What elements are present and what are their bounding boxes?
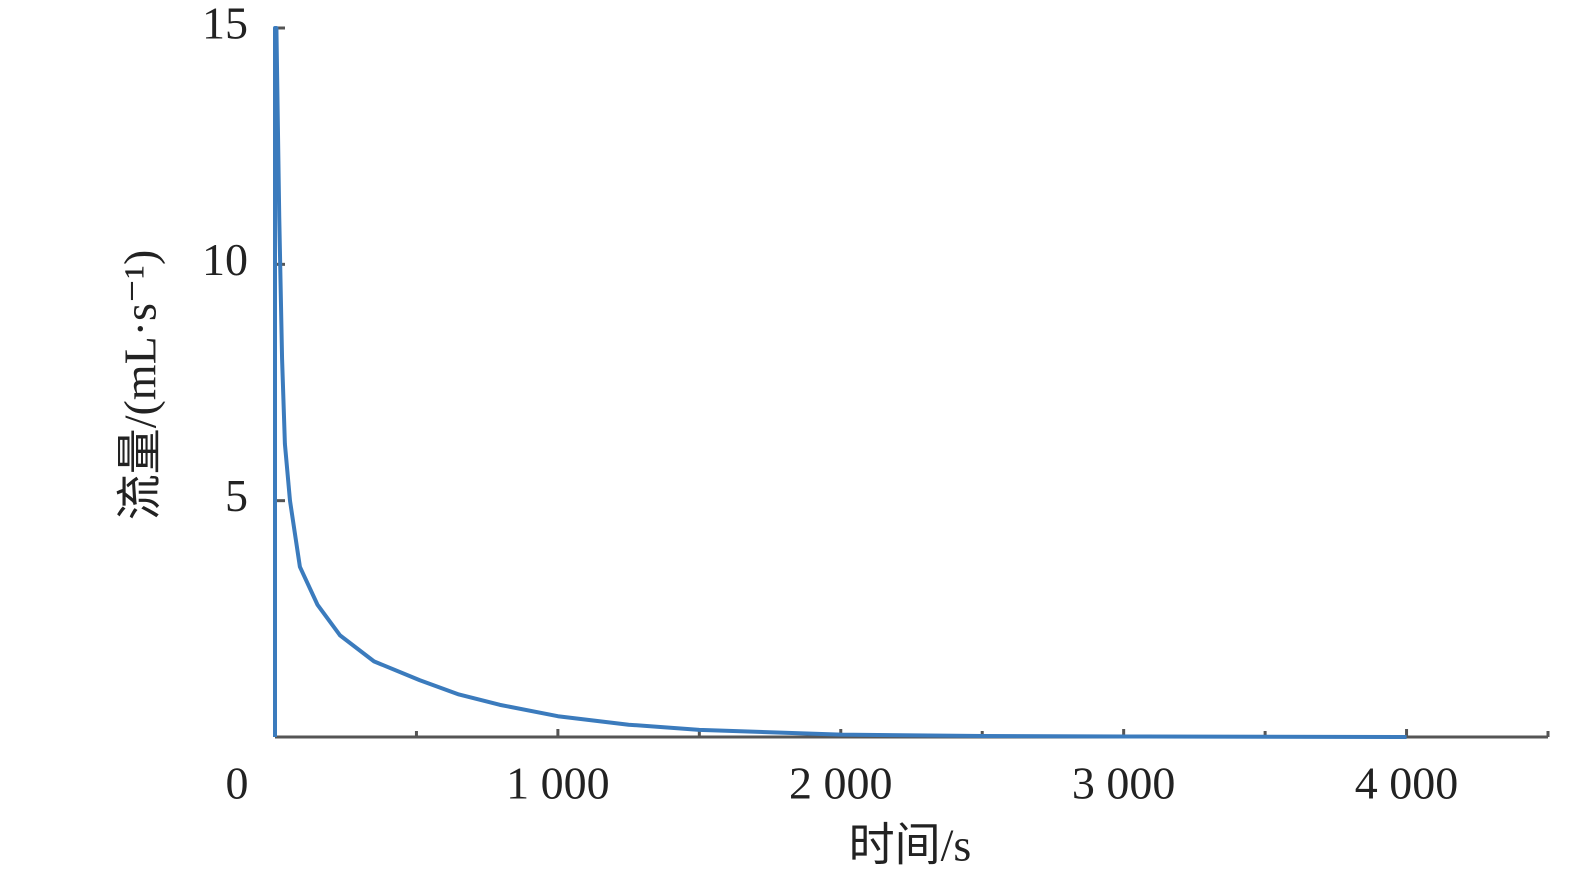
x-tick-label: 1 000 xyxy=(506,758,610,809)
x-axis-label: 时间/s xyxy=(849,820,972,871)
x-tick-label: 4 000 xyxy=(1355,758,1459,809)
y-axis-label: 流量/(mL·s⁻¹) xyxy=(115,250,166,521)
y-tick-label: 15 xyxy=(202,0,248,49)
y-tick-label: 10 xyxy=(202,234,248,285)
data-line xyxy=(273,26,1407,739)
y-tick-label: 5 xyxy=(225,470,248,521)
x-tick-label: 3 000 xyxy=(1072,758,1176,809)
x-tick-label: 2 000 xyxy=(789,758,893,809)
x-tick-label: 0 xyxy=(226,758,249,809)
